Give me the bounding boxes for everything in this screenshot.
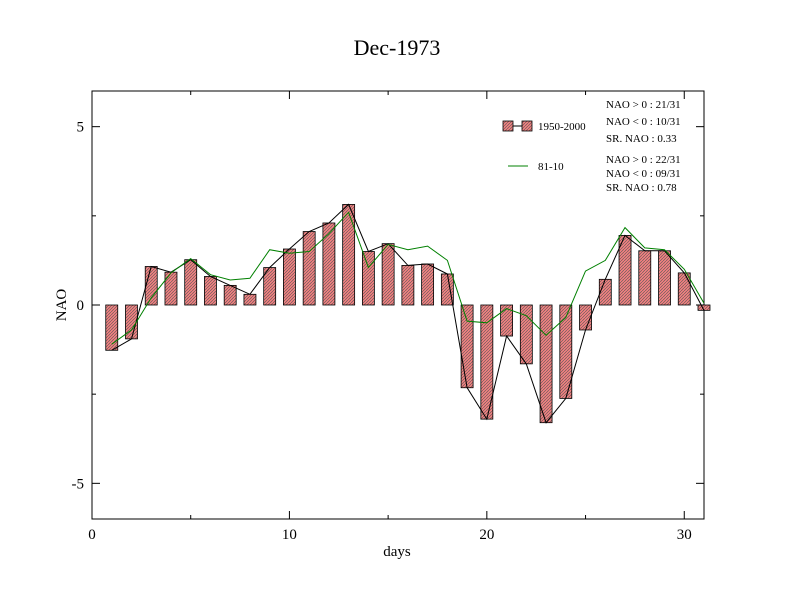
y-tick-label: 0 [77, 298, 85, 314]
chart-title: Dec-1973 [354, 35, 441, 60]
bar [401, 265, 415, 306]
legend-label-81-10: 81-10 [538, 161, 564, 173]
bar [204, 276, 217, 306]
axis-ticks: 0 10 20 30 5 0 -5 [72, 91, 704, 543]
bar [658, 250, 671, 306]
y-tick-label: 5 [77, 120, 85, 136]
stat-1950-2000-negative: NAO < 0 : 10/31 [606, 116, 681, 128]
bar [105, 304, 119, 351]
x-tick-label: 20 [479, 527, 494, 543]
bar [302, 231, 316, 306]
bar [322, 222, 336, 306]
bar [164, 271, 178, 306]
bar [223, 284, 237, 306]
bar-series [105, 204, 711, 424]
legend-swatch-right [521, 120, 533, 132]
x-tick-label: 10 [282, 527, 297, 543]
legend-label-1950-2000: 1950-2000 [538, 121, 586, 133]
series-line-81-10 [111, 211, 705, 345]
line-series [111, 203, 705, 424]
series-line-1950-2000 [111, 203, 705, 424]
bar [638, 250, 652, 306]
bar [677, 272, 691, 306]
legend: 1950-2000 81-10 [502, 120, 586, 173]
stat-1950-2000-sr: SR. NAO : 0.33 [606, 133, 677, 145]
x-tick-label: 0 [88, 527, 96, 543]
x-tick-label: 30 [677, 527, 692, 543]
stat-81-10-negative: NAO < 0 : 09/31 [606, 168, 681, 180]
y-tick-label: -5 [72, 476, 85, 492]
stat-81-10-sr: SR. NAO : 0.78 [606, 182, 677, 194]
y-axis-label: NAO [54, 289, 70, 322]
bar [342, 204, 356, 306]
bar [421, 263, 435, 306]
bar [361, 251, 375, 306]
legend-swatch-left [502, 120, 514, 132]
bar [579, 304, 592, 331]
bar [381, 243, 395, 306]
bar [283, 248, 296, 306]
bar [144, 266, 158, 306]
stat-81-10-positive: NAO > 0 : 22/31 [606, 154, 681, 166]
stats-annotation-81-10: NAO > 0 : 22/31 NAO < 0 : 09/31 SR. NAO … [606, 154, 681, 194]
bar [598, 278, 612, 306]
bar [184, 259, 198, 306]
bar [460, 304, 474, 389]
x-axis-label: days [383, 544, 411, 560]
stat-1950-2000-positive: NAO > 0 : 21/31 [606, 99, 681, 111]
bar [539, 304, 553, 424]
stats-annotation-1950-2000: NAO > 0 : 21/31 NAO < 0 : 10/31 SR. NAO … [606, 99, 681, 145]
bar [243, 293, 257, 306]
